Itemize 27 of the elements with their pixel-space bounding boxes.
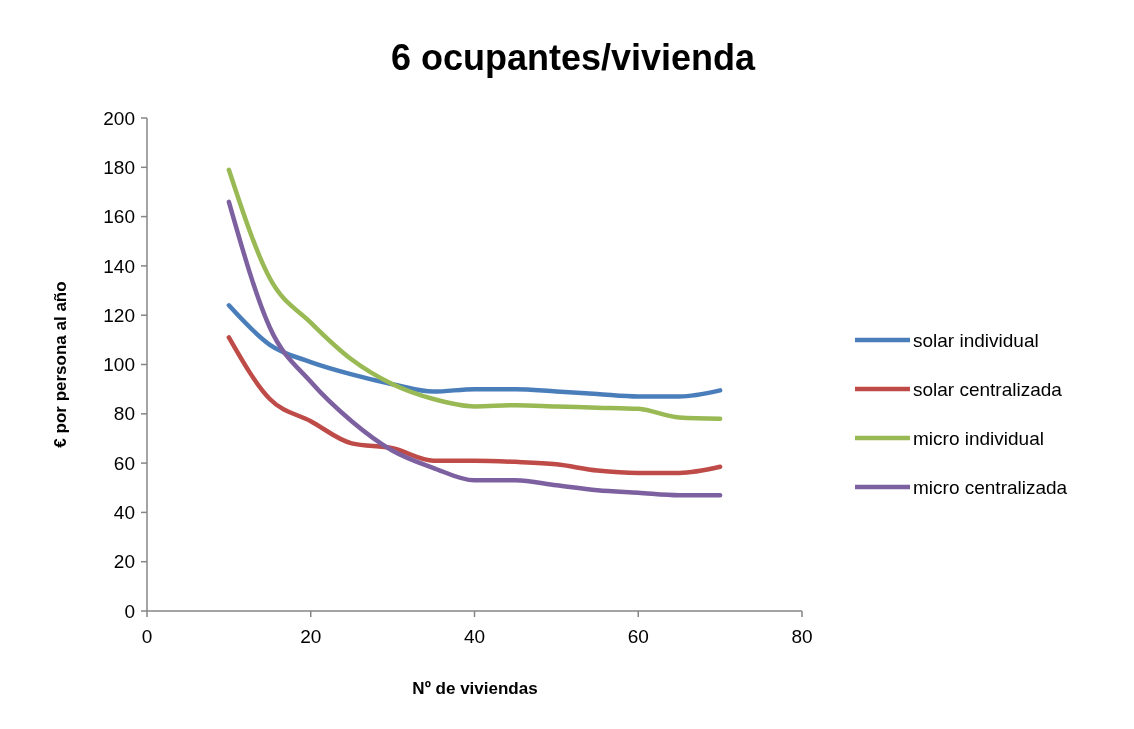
line-series bbox=[226, 335, 723, 476]
line-series bbox=[226, 303, 723, 399]
x-axis-title: Nº de viviendas bbox=[412, 679, 538, 698]
y-tick-label: 60 bbox=[113, 452, 135, 474]
x-tick-label: 60 bbox=[627, 626, 649, 647]
legend-label: solar individual bbox=[913, 329, 1039, 351]
y-tick-label: 100 bbox=[103, 354, 135, 376]
y-tick-label: 20 bbox=[113, 551, 135, 573]
y-tick-label: 200 bbox=[103, 107, 135, 129]
y-tick-label: 0 bbox=[124, 600, 135, 622]
line-series bbox=[226, 199, 723, 498]
line-series bbox=[226, 167, 723, 421]
x-tick-label: 0 bbox=[141, 626, 153, 647]
x-tick-label: 20 bbox=[300, 626, 322, 647]
y-tick-label: 80 bbox=[113, 403, 135, 425]
y-axis-title: € por persona al año bbox=[51, 281, 70, 448]
x-tick-label: 80 bbox=[791, 626, 813, 647]
legend-label: solar centralizada bbox=[913, 378, 1063, 400]
x-tick-label: 40 bbox=[463, 626, 486, 647]
chart-title: 6 ocupantes/vivienda bbox=[390, 37, 757, 78]
y-tick-label: 140 bbox=[103, 255, 135, 277]
y-tick-label: 40 bbox=[113, 502, 135, 524]
legend-label: micro individual bbox=[913, 427, 1044, 449]
legend-label: micro centralizada bbox=[913, 476, 1068, 498]
y-tick-label: 120 bbox=[103, 304, 135, 326]
y-tick-label: 180 bbox=[103, 156, 135, 178]
y-tick-label: 160 bbox=[103, 206, 135, 228]
